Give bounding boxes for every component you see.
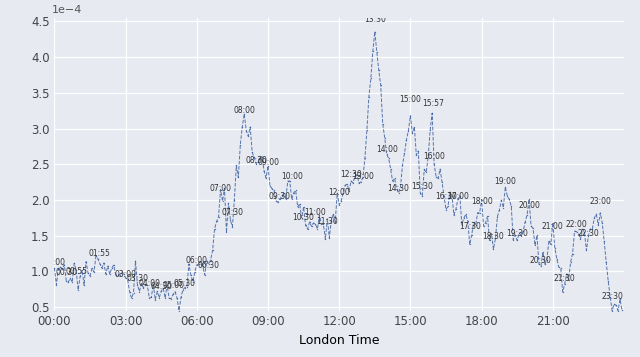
Text: 15:00: 15:00 (399, 95, 421, 104)
X-axis label: London Time: London Time (299, 334, 380, 347)
Text: 07:00: 07:00 (209, 185, 232, 193)
Text: 23:00: 23:00 (589, 197, 611, 206)
Text: 09:30: 09:30 (269, 192, 291, 201)
Text: 17:00: 17:00 (447, 192, 469, 201)
Text: 03:30: 03:30 (127, 274, 148, 283)
Text: 18:30: 18:30 (483, 232, 504, 241)
Text: 23:30: 23:30 (601, 292, 623, 301)
Text: 22:00: 22:00 (566, 220, 588, 229)
Text: 14:00: 14:00 (376, 145, 397, 154)
Text: 10:00: 10:00 (281, 172, 303, 181)
Text: 18:00: 18:00 (471, 197, 492, 206)
Text: 20:30: 20:30 (530, 256, 552, 265)
Text: 15:30: 15:30 (412, 182, 433, 191)
Text: 05:00: 05:00 (162, 281, 184, 290)
Text: 00:30: 00:30 (55, 268, 77, 277)
Text: 14:30: 14:30 (388, 185, 410, 193)
Text: 12:30: 12:30 (340, 170, 362, 179)
Text: 05:30: 05:30 (174, 280, 196, 288)
Text: 20:00: 20:00 (518, 201, 540, 210)
Text: 22:30: 22:30 (577, 230, 599, 238)
Text: 12:00: 12:00 (328, 188, 350, 197)
Text: 00:55: 00:55 (65, 267, 87, 276)
Text: 19:30: 19:30 (506, 230, 528, 238)
Text: 08:00: 08:00 (234, 106, 255, 115)
Text: 06:00: 06:00 (186, 256, 208, 265)
Text: 10:30: 10:30 (292, 213, 314, 222)
Text: 16:00: 16:00 (423, 152, 445, 161)
Text: 08:30: 08:30 (245, 156, 267, 165)
Text: 00:00: 00:00 (44, 258, 65, 267)
Text: 07:30: 07:30 (221, 208, 243, 217)
Text: 01:55: 01:55 (89, 249, 111, 258)
Text: 13:00: 13:00 (352, 172, 374, 181)
Text: 19:00: 19:00 (494, 177, 516, 186)
Text: 17:30: 17:30 (459, 222, 481, 231)
Text: 1e−4: 1e−4 (52, 5, 82, 15)
Text: 21:30: 21:30 (554, 274, 575, 283)
Text: 04:00: 04:00 (138, 280, 161, 288)
Text: 11:30: 11:30 (316, 217, 338, 226)
Text: 13:30: 13:30 (364, 15, 386, 24)
Text: 04:30: 04:30 (150, 282, 172, 291)
Text: 09:00: 09:00 (257, 158, 279, 167)
Text: 21:00: 21:00 (542, 222, 564, 231)
Text: 11:00: 11:00 (305, 208, 326, 217)
Text: 03:00: 03:00 (115, 270, 136, 279)
Text: 15:57: 15:57 (422, 99, 444, 108)
Text: 16:30: 16:30 (435, 192, 457, 201)
Text: 06:30: 06:30 (198, 261, 220, 270)
